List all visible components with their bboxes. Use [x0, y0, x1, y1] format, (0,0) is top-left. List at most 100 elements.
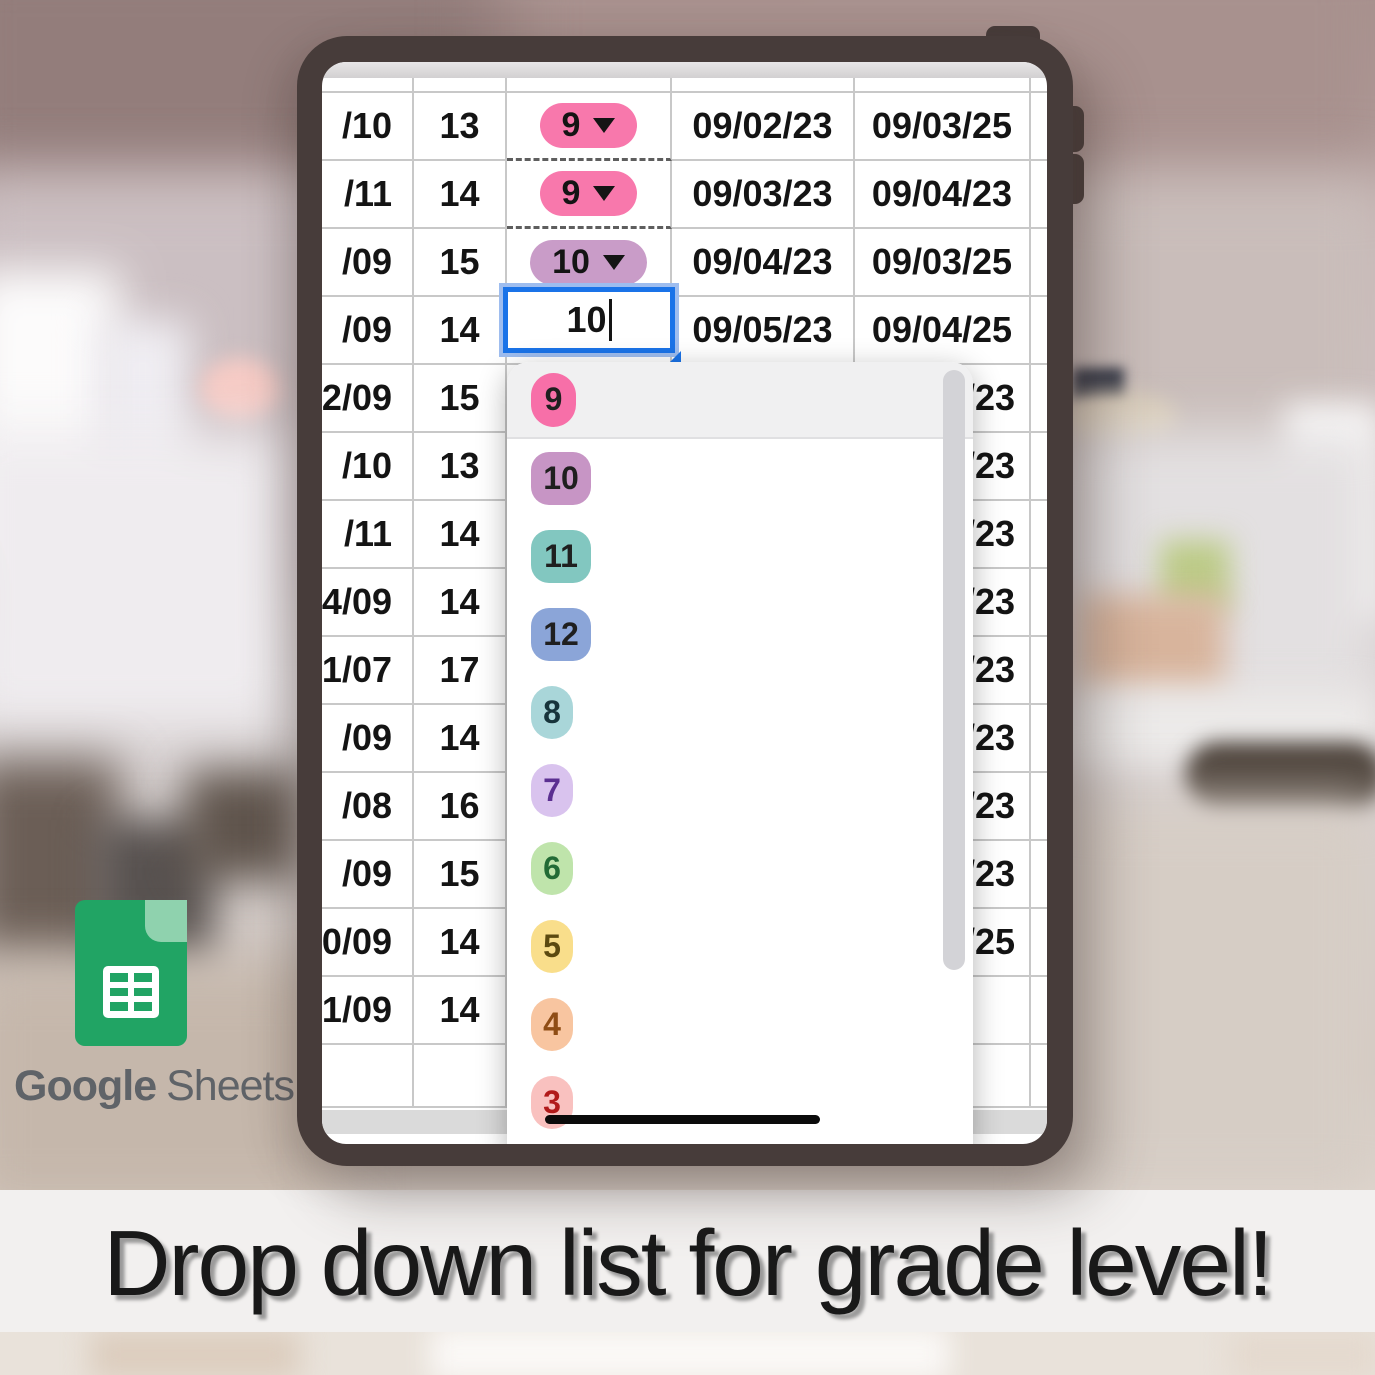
table-row: 0/09 14/25	[322, 909, 1047, 977]
cell-birthdate[interactable]: /11	[322, 161, 414, 229]
tablet-screen: /10 13 9 09/02/23 09/03/25/11 14 9 09/03/23 09/0…	[322, 62, 1047, 1144]
cell-birthdate[interactable]: 1/09	[322, 977, 414, 1045]
brand-google: Google	[14, 1062, 157, 1110]
cell-gutter[interactable]	[1031, 433, 1047, 501]
cell-date-end[interactable]: /23	[855, 501, 1031, 569]
bottom-edge-blur	[0, 1332, 1375, 1375]
cell-grade[interactable]: 9	[507, 161, 672, 229]
cell-age[interactable]: 13	[414, 93, 507, 161]
cell-date-start[interactable]: 09/02/23	[672, 93, 855, 161]
cell-birthdate[interactable]: 2/09	[322, 365, 414, 433]
cell-age[interactable]: 16	[414, 773, 507, 841]
cell-date-end[interactable]: 09/03/25	[855, 229, 1031, 297]
cell-birthdate[interactable]: /09	[322, 229, 414, 297]
cell-gutter[interactable]	[1031, 977, 1047, 1045]
cell-date-end[interactable]: 09/04/25	[855, 297, 1031, 365]
cell	[672, 78, 855, 93]
dropdown-item[interactable]: 10	[507, 439, 973, 517]
bg-monitor-dark	[185, 770, 300, 880]
cell-birthdate[interactable]: /09	[322, 841, 414, 909]
dropdown-item[interactable]: 4	[507, 985, 973, 1063]
tablet-frame: /10 13 9 09/02/23 09/03/25/11 14 9 09/03/23 09/0…	[297, 36, 1073, 1166]
dropdown-items: 9 10 11 12 8 7 6 5 4 3	[507, 362, 973, 1141]
cell-date-start[interactable]: 09/04/23	[672, 229, 855, 297]
home-indicator[interactable]	[545, 1115, 820, 1124]
cell-age[interactable]: 14	[414, 705, 507, 773]
cell-age[interactable]: 14	[414, 297, 507, 365]
table-row: /10 13 9 09/02/23 09/03/25	[322, 93, 1047, 161]
cell-grade[interactable]: 9	[507, 93, 672, 161]
cell-birthdate[interactable]: /10	[322, 433, 414, 501]
grade-chip-label: 10	[552, 242, 590, 281]
cell-gutter[interactable]	[1031, 229, 1047, 297]
cell-gutter[interactable]	[1031, 297, 1047, 365]
chip-dropdown-arrow-icon	[593, 118, 616, 133]
dropdown-panel: 9 10 11 12 8 7 6 5 4 3	[507, 362, 973, 1144]
dropdown-item[interactable]: 11	[507, 517, 973, 595]
cell-gutter[interactable]	[1031, 365, 1047, 433]
cell-date-end[interactable]: 09/03/25	[855, 93, 1031, 161]
cell-birthdate[interactable]: 0/09	[322, 909, 414, 977]
cell-age[interactable]: 17	[414, 637, 507, 705]
dropdown-scrollbar[interactable]	[943, 370, 965, 970]
cell	[414, 78, 507, 93]
dropdown-item[interactable]: 6	[507, 829, 973, 907]
sheets-fold-corner	[145, 900, 187, 942]
dropdown-item[interactable]: 12	[507, 595, 973, 673]
cell-birthdate[interactable]	[322, 1045, 414, 1108]
cell-birthdate[interactable]: /08	[322, 773, 414, 841]
cell-gutter[interactable]	[1031, 637, 1047, 705]
grade-chip[interactable]: 9	[539, 171, 638, 216]
cell-age[interactable]: 14	[414, 569, 507, 637]
cell-birthdate[interactable]: /09	[322, 297, 414, 365]
cell-gutter[interactable]	[1031, 569, 1047, 637]
cell-gutter[interactable]	[1031, 501, 1047, 569]
cell-age[interactable]: 15	[414, 841, 507, 909]
cell-birthdate[interactable]: /10	[322, 93, 414, 161]
cell-gutter[interactable]	[1031, 1045, 1047, 1108]
brand-sheets: Sheets	[166, 1062, 295, 1110]
dropdown-item-chip: 7	[531, 763, 573, 817]
dropdown-item[interactable]: 3	[507, 1063, 973, 1141]
grade-chip-label: 9	[561, 174, 581, 212]
cell-age[interactable]	[414, 1045, 507, 1108]
dropdown-item[interactable]: 8	[507, 673, 973, 751]
cell-birthdate[interactable]: 1/07	[322, 637, 414, 705]
sheets-grid-icon	[103, 966, 159, 1018]
table-row: 4/09 14/23	[322, 569, 1047, 637]
grade-chip-label: 9	[561, 106, 581, 144]
cell-editor[interactable]: 10	[503, 287, 675, 353]
cell-age[interactable]: 15	[414, 365, 507, 433]
dropdown-item[interactable]: 7	[507, 751, 973, 829]
cell-birthdate[interactable]: /09	[322, 705, 414, 773]
grade-chip[interactable]: 9	[539, 103, 638, 148]
cell-birthdate[interactable]: 4/09	[322, 569, 414, 637]
cell-date-end[interactable]: /23	[855, 637, 1031, 705]
dropdown-item-chip: 4	[531, 997, 573, 1051]
cell-age[interactable]: 13	[414, 433, 507, 501]
cell-age[interactable]: 14	[414, 161, 507, 229]
dropdown-item-chip: 9	[531, 372, 576, 427]
cell-age[interactable]: 15	[414, 229, 507, 297]
dropdown-item[interactable]: 5	[507, 907, 973, 985]
cell-date-start[interactable]: 09/05/23	[672, 297, 855, 365]
dropdown-item-chip: 11	[531, 529, 591, 583]
cell-gutter[interactable]	[1031, 841, 1047, 909]
cell-gutter[interactable]	[1031, 705, 1047, 773]
cell-gutter[interactable]	[1031, 93, 1047, 161]
cell-gutter[interactable]	[1031, 161, 1047, 229]
cell-birthdate[interactable]: /11	[322, 501, 414, 569]
grade-chip[interactable]: 10	[530, 239, 647, 285]
cell-date-end[interactable]: 09/04/23	[855, 161, 1031, 229]
cell-gutter[interactable]	[1031, 909, 1047, 977]
cell	[855, 78, 1031, 93]
cell-gutter[interactable]	[1031, 773, 1047, 841]
cell-age[interactable]: 14	[414, 977, 507, 1045]
cell-age[interactable]: 14	[414, 909, 507, 977]
google-sheets-logo	[75, 900, 187, 1046]
table-row: /09 15 10 09/04/23 09/03/25	[322, 229, 1047, 297]
cell-date-start[interactable]: 09/03/23	[672, 161, 855, 229]
bg-light-lower-left	[0, 430, 290, 730]
dropdown-item[interactable]: 9	[507, 362, 973, 439]
cell-age[interactable]: 14	[414, 501, 507, 569]
